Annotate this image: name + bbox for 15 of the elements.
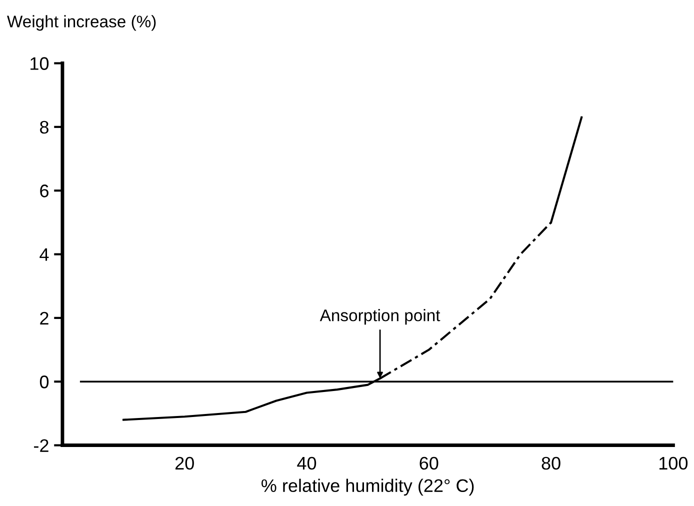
y-tick-label: 8 [40,120,48,134]
y-tick-label: -2 [34,439,48,452]
y-tick-label: 10 [30,57,49,70]
y-axis-title: Weight increase (%) [7,15,156,31]
x-tick-label: 40 [297,456,316,470]
x-axis-title: % relative humidity (22° C) [262,478,474,496]
y-tick-label: 4 [40,248,49,261]
x-tick-label: 100 [659,456,688,470]
y-tick-label: 0 [40,376,49,388]
x-tick-label: 80 [542,456,560,470]
y-tick-label: 2 [40,312,48,324]
y-tick-label: 6 [40,184,48,198]
x-tick-label: 20 [175,456,194,470]
annotation: Ansorption point [320,309,440,325]
x-tick-label: 60 [420,456,438,470]
